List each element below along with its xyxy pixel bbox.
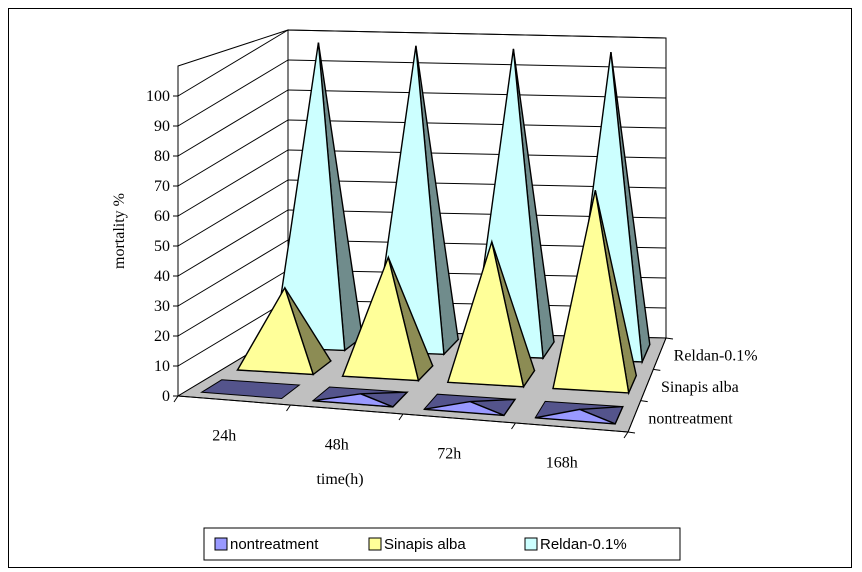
pyramid-nontreatment-72h	[422, 393, 517, 417]
legend-label-reldan: Reldan-0.1%	[540, 536, 627, 553]
pyramid-sinapis-alba-24h	[235, 286, 333, 376]
x-tick-mark	[286, 404, 291, 412]
pyramid-sinapis-alba-168h	[552, 190, 638, 396]
y-tick-label: 90	[154, 118, 170, 135]
y-axis-title: mortality %	[111, 193, 128, 269]
x-tick-label-24h: 24h	[212, 428, 236, 445]
pyramid-sinapis-alba-48h	[341, 254, 434, 382]
gridline-side	[177, 299, 289, 367]
y-tick-label: 10	[154, 358, 170, 375]
gridline-back	[287, 89, 667, 99]
y-tick-label: 40	[154, 268, 170, 285]
gridline-side	[177, 239, 289, 307]
gridline-side	[177, 119, 289, 187]
x-tick-mark	[511, 422, 516, 430]
z-ticks: nontreatment Sinapis alba Reldan-0.1%	[627, 337, 758, 434]
gridline-side	[177, 149, 289, 217]
legend-swatch-nontreatment	[214, 537, 228, 551]
y-tick-label: 20	[154, 328, 170, 345]
pyramid-nontreatment-24h	[200, 379, 301, 400]
gridline-back	[287, 29, 667, 39]
y-tick-label: 60	[154, 208, 170, 225]
gridline-side	[177, 269, 289, 337]
x-tick-label-168h: 168h	[546, 455, 578, 472]
legend-label-sinapis-alba: Sinapis alba	[384, 536, 466, 553]
gridline-back	[287, 59, 667, 69]
x-axis-title: time(h)	[316, 471, 363, 488]
z-tick-label-sinapis-alba: Sinapis alba	[661, 379, 739, 396]
pyramid-nontreatment-48h	[311, 386, 409, 408]
y-tick-label: 80	[154, 148, 170, 165]
x-tick-mark	[623, 431, 629, 439]
gridline-side	[177, 89, 289, 157]
gridline-side	[177, 29, 289, 97]
y-tick-label: 70	[154, 178, 170, 195]
x-tick-label-48h: 48h	[325, 437, 349, 454]
x-tick-mark	[398, 413, 404, 421]
x-ticks: 24h 48h 72h 168h	[173, 395, 629, 472]
gridline-side	[177, 59, 289, 127]
y-tick-label: 30	[154, 298, 170, 315]
y-tick-label: 0	[162, 388, 170, 405]
pyramids	[200, 42, 651, 425]
y-tick-label: 50	[154, 238, 170, 255]
z-tick-mark	[653, 368, 661, 371]
x-tick-mark	[173, 395, 179, 403]
z-tick-mark	[665, 337, 674, 340]
y-ticks: 0 10 20 30 40 50 60 70 80 90 100	[146, 88, 178, 405]
legend-swatch-sinapis-alba	[368, 537, 382, 551]
legend-swatch-reldan	[524, 537, 538, 551]
gridline-side	[177, 179, 289, 247]
legend: nontreatment Sinapis alba Reldan-0.1%	[203, 527, 681, 561]
pyramid-sinapis-alba-72h	[446, 239, 536, 389]
z-tick-mark	[640, 400, 648, 403]
z-tick-mark	[627, 431, 636, 434]
z-tick-label-nontreatment: nontreatment	[648, 410, 733, 427]
x-tick-label-72h: 72h	[437, 446, 461, 463]
y-tick-label: 100	[146, 88, 170, 105]
gridline-side	[177, 209, 289, 277]
z-tick-label-reldan-0-1: Reldan-0.1%	[674, 348, 758, 365]
pyramid-nontreatment-168h	[534, 400, 624, 425]
legend-label-nontreatment: nontreatment	[230, 536, 319, 553]
legend-box	[203, 527, 681, 561]
